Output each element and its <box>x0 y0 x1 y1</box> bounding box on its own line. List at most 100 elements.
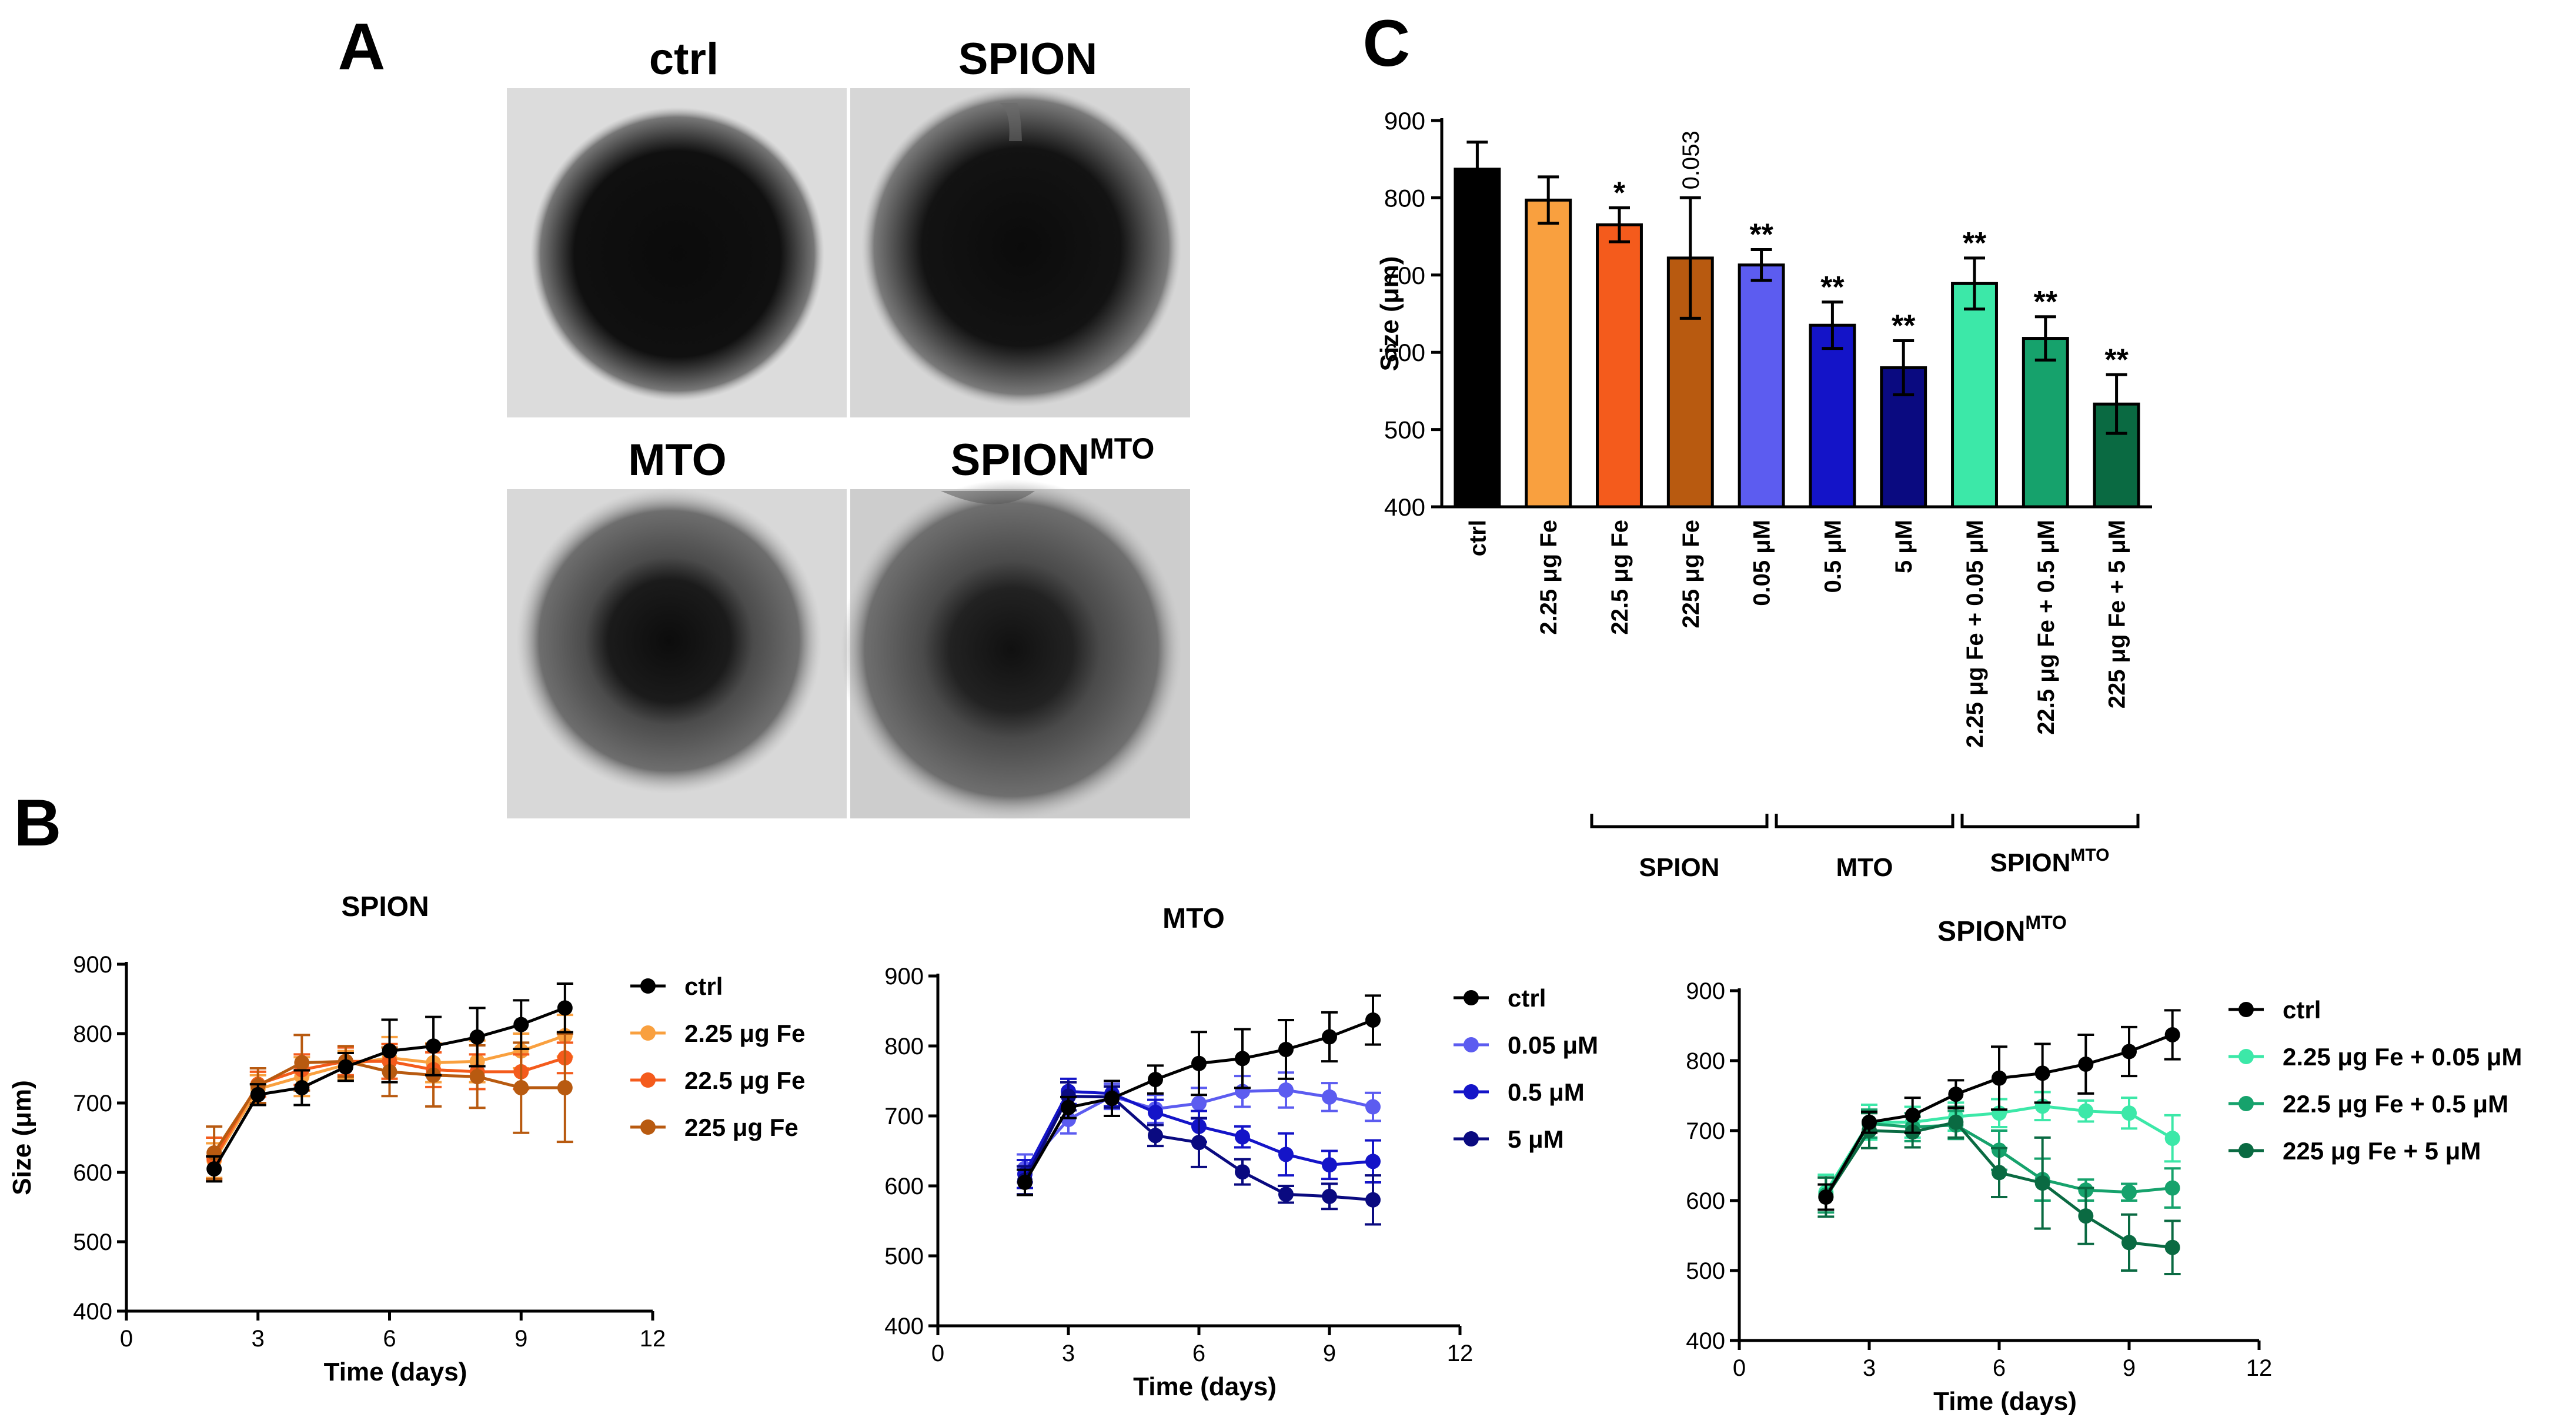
bar-y-tick-label: 900 <box>1384 107 1425 135</box>
series-point-0-05-m <box>1191 1095 1207 1111</box>
bar-significance-22-5-g-fe-0-5-m: ** <box>2034 285 2058 319</box>
series-point-2-25-g-fe-0-05-m <box>2078 1103 2094 1119</box>
legend-label-22-5-g-fe-0-5-m: 22.5 μg Fe + 0.5 μM <box>2283 1090 2508 1118</box>
series-point-225-g-fe-5-m <box>1948 1114 1964 1130</box>
bar-2-25-g-fe <box>1525 198 1572 509</box>
line-x-tick-label: 3 <box>252 1326 265 1352</box>
line-chart-legend: ctrl 2.25 μg Fe + 0.05 μM 22.5 μg Fe + 0.5… <box>2228 996 2522 1165</box>
series-point-ctrl <box>2164 1027 2180 1042</box>
image-title-spion: SPION <box>958 34 1098 84</box>
bar-y-tick-label: 500 <box>1384 416 1425 444</box>
legend-marker-5-m <box>1464 1131 1479 1146</box>
bar-category-label-ctrl: ctrl <box>1465 520 1491 556</box>
bar-2-25-g-fe-0-05-m <box>1951 282 1998 509</box>
bar-category-label-0-5-m: 0.5 μM <box>1820 520 1846 593</box>
line-chart-legend: ctrl 0.05 μM 0.5 μM 5 μM <box>1454 984 1598 1153</box>
legend-label-0-5-m: 0.5 μM <box>1508 1078 1585 1106</box>
group-bracket-spion: SPION <box>1590 814 1769 882</box>
bar-ctrl <box>1454 168 1501 509</box>
line-y-tick-label: 700 <box>1686 1118 1725 1144</box>
series-point-ctrl <box>1365 1012 1381 1028</box>
series-point-ctrl <box>513 1017 529 1032</box>
line-x-tick-label: 9 <box>2123 1355 2136 1381</box>
bar-22-5-g-fe-0-5-m <box>2022 337 2069 509</box>
line-y-tick-label: 400 <box>1686 1328 1725 1354</box>
bar-category-label-225-g-fe: 225 μg Fe <box>1678 520 1704 629</box>
legend-label-2-25-g-fe-0-05-m: 2.25 μg Fe + 0.05 μM <box>2283 1043 2522 1071</box>
micrograph-spion <box>850 87 1190 417</box>
bar-category-label-2-25-g-fe: 2.25 μg Fe <box>1536 520 1562 635</box>
series-point-0-5-m <box>1278 1146 1294 1162</box>
bar-y-tick-label: 400 <box>1384 493 1425 521</box>
series-point-0-05-m <box>1322 1089 1337 1105</box>
panel-a: A ctrl SPION MTO SPIONMTO <box>338 10 1190 820</box>
series-point-225-g-fe <box>513 1080 529 1096</box>
legend-label-225-g-fe: 225 μg Fe <box>684 1114 798 1141</box>
group-bracket-mto: MTO <box>1775 814 1954 882</box>
line-chart-title: SPION <box>341 891 429 922</box>
series-point-ctrl <box>338 1059 353 1075</box>
line-chart-title-sup: MTO <box>2025 912 2067 933</box>
micrograph-ctrl <box>507 88 847 417</box>
line-chart-mto: MTO 400 500 600 700 800 900 0 3 6 9 12 Time (days) ct… <box>884 903 1598 1401</box>
series-point-2-25-g-fe-0-05-m <box>2121 1105 2137 1121</box>
image-title-mto: MTO <box>628 435 726 485</box>
series-point-ctrl <box>250 1087 266 1102</box>
line-x-tick-label: 12 <box>2246 1355 2273 1381</box>
series-point-ctrl <box>1191 1055 1207 1071</box>
series-point-ctrl <box>1992 1070 2007 1086</box>
line-chart-y-label: Size (μm) <box>8 1080 36 1195</box>
series-point-225-g-fe-5-m <box>2121 1235 2137 1251</box>
bar-pvalue-225-g-fe: 0.053 <box>1678 131 1704 189</box>
series-point-5-m <box>1322 1188 1337 1204</box>
legend-marker-22-5-g-fe <box>640 1072 656 1088</box>
series-point-225-g-fe-5-m <box>2164 1239 2180 1255</box>
legend-label-22-5-g-fe: 22.5 μg Fe <box>684 1067 805 1094</box>
line-chart-title-base: SPION <box>341 891 429 922</box>
legend-label-5-m: 5 μM <box>1508 1125 1564 1153</box>
series-point-ctrl <box>1322 1029 1337 1045</box>
line-y-tick-label: 800 <box>1686 1048 1725 1074</box>
bar-significance-225-g-fe-5-m: ** <box>2104 343 2129 377</box>
legend-marker-2-25-g-fe <box>640 1025 656 1041</box>
line-x-tick-label: 9 <box>514 1326 527 1352</box>
series-point-22-5-g-fe-0-5-m <box>2121 1184 2137 1200</box>
line-y-tick-label: 400 <box>884 1313 924 1339</box>
bar-0-5-m <box>1809 323 1856 509</box>
line-x-tick-label: 0 <box>1733 1355 1746 1381</box>
image-title-spion-mto-sup: MTO <box>1090 432 1154 465</box>
series-point-5-m <box>1191 1135 1207 1151</box>
bar-22-5-g-fe <box>1596 223 1643 509</box>
line-y-tick-label: 900 <box>73 952 112 978</box>
bar-category-label-22-5-g-fe: 22.5 μg Fe <box>1607 520 1633 635</box>
line-chart-spion: SPION 400 500 600 700 800 900 0 3 6 9 12 Time (days)… <box>8 891 805 1386</box>
series-point-ctrl <box>469 1029 485 1045</box>
line-y-tick-label: 600 <box>1686 1188 1725 1214</box>
line-x-tick-label: 6 <box>383 1326 396 1352</box>
series-point-0-5-m <box>1365 1154 1381 1169</box>
line-y-tick-label: 500 <box>1686 1258 1725 1284</box>
legend-marker-2-25-g-fe-0-05-m <box>2238 1049 2254 1064</box>
series-point-ctrl <box>382 1043 397 1059</box>
line-x-tick-label: 3 <box>1062 1341 1075 1366</box>
micrograph-spion-mto <box>841 479 1190 820</box>
line-x-tick-label: 6 <box>1192 1341 1205 1366</box>
series-point-ctrl <box>206 1161 222 1177</box>
line-chart-spion-mto: SPIONMTO 400 500 600 700 800 900 0 3 6 9 12 Time (da… <box>1686 912 2522 1416</box>
group-label-mto: MTO <box>1836 853 1893 882</box>
panel-a-letter: A <box>338 10 386 83</box>
line-x-tick-label: 0 <box>120 1326 133 1352</box>
line-x-tick-label: 12 <box>1447 1341 1474 1366</box>
line-x-tick-label: 3 <box>1863 1355 1876 1381</box>
bar-category-label-22-5-g-fe-0-5-m: 22.5 μg Fe + 0.5 μM <box>2033 520 2059 735</box>
series-point-0-05-m <box>1278 1082 1294 1098</box>
series-point-ctrl <box>1818 1189 1834 1205</box>
legend-marker-ctrl <box>2238 1002 2254 1017</box>
series-point-5-m <box>1148 1128 1163 1144</box>
legend-label-ctrl: ctrl <box>1508 984 1546 1012</box>
bar-significance-22-5-g-fe: * <box>1613 176 1626 210</box>
bar-category-label-5-m: 5 μM <box>1891 520 1917 573</box>
line-y-tick-label: 800 <box>884 1034 924 1059</box>
series-point-2-25-g-fe-0-05-m <box>2164 1131 2180 1146</box>
